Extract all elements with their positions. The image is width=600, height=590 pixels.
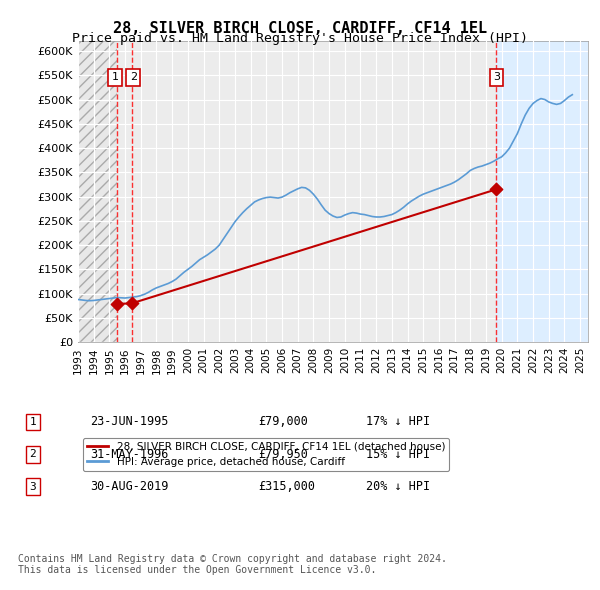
Bar [117,41,496,342]
Text: £315,000: £315,000 [258,480,315,493]
Text: Contains HM Land Registry data © Crown copyright and database right 2024.
This d: Contains HM Land Registry data © Crown c… [18,553,447,575]
Text: 15% ↓ HPI: 15% ↓ HPI [366,448,430,461]
Bar [78,41,117,342]
Text: 2: 2 [130,73,137,83]
Text: £79,000: £79,000 [258,415,308,428]
Bar [78,41,117,342]
Text: Price paid vs. HM Land Registry's House Price Index (HPI): Price paid vs. HM Land Registry's House … [72,32,528,45]
Text: 1: 1 [112,73,119,83]
Legend: 28, SILVER BIRCH CLOSE, CARDIFF, CF14 1EL (detached house), HPI: Average price, : 28, SILVER BIRCH CLOSE, CARDIFF, CF14 1E… [83,438,449,471]
Text: 30-AUG-2019: 30-AUG-2019 [90,480,169,493]
Text: 23-JUN-1995: 23-JUN-1995 [90,415,169,428]
Text: 1: 1 [29,417,37,427]
Text: 3: 3 [493,73,500,83]
Text: 20% ↓ HPI: 20% ↓ HPI [366,480,430,493]
Bar [496,41,588,342]
Text: £79,950: £79,950 [258,448,308,461]
Point [491,185,501,194]
Text: 31-MAY-1996: 31-MAY-1996 [90,448,169,461]
Text: 2: 2 [29,450,37,459]
Text: 3: 3 [29,482,37,491]
Text: 17% ↓ HPI: 17% ↓ HPI [366,415,430,428]
Text: 28, SILVER BIRCH CLOSE, CARDIFF, CF14 1EL: 28, SILVER BIRCH CLOSE, CARDIFF, CF14 1E… [113,21,487,35]
Point [112,299,122,309]
Point [127,299,136,308]
